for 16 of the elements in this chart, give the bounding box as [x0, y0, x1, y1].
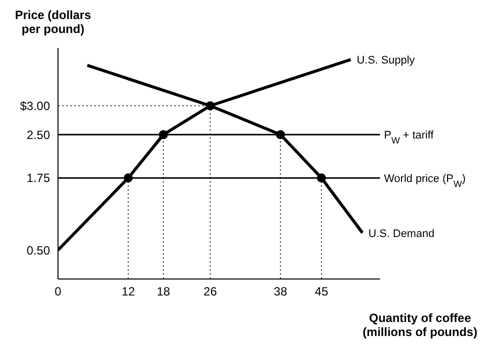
y-tick-label: 2.50: [26, 128, 50, 142]
ref-line-label: P$_{W}$ + tariff: [384, 130, 435, 146]
y-axis-title: Price (dollars per pound): [14, 8, 92, 36]
series-label: U.S. Supply: [356, 54, 416, 67]
y-tick-label: 1.75: [26, 171, 50, 186]
x-tick-label: 18: [156, 284, 170, 299]
y-tick-label: 0.50: [26, 243, 50, 258]
series-label: U.S. Demand: [368, 228, 434, 240]
x-tick-label: 38: [274, 284, 288, 299]
x-axis-title: Quantity of coffee (millions of pounds): [362, 311, 478, 339]
x-tick-label: 12: [122, 284, 136, 299]
y-tick-label: $3.00: [20, 99, 50, 114]
x-tick-label: 0: [54, 284, 62, 299]
x-tick-label: 45: [314, 284, 328, 299]
x-tick-label: 26: [204, 284, 218, 299]
ref-line-label: World price (P$_{W}$): [384, 172, 466, 189]
